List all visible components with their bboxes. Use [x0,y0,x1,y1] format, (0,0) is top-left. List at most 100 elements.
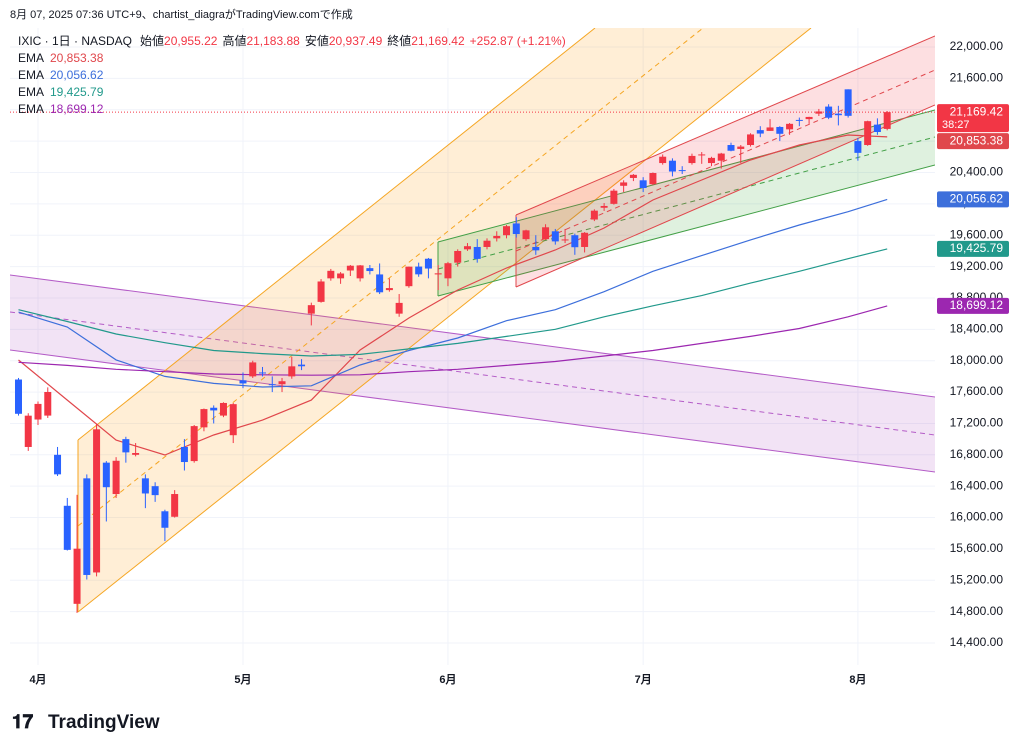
y-tick-label: 16,000.00 [950,510,1004,524]
candle-body [786,123,794,130]
channel-edge [10,274,935,398]
x-tick-label: 8月 [849,673,866,686]
candle-body [600,205,608,208]
legend-name: EMA [18,51,44,65]
candle-body [395,302,403,314]
ema-box [937,133,1009,150]
logo-mark: 𝟏𝟕 [12,712,34,733]
candle-body [610,190,618,204]
candle-body [473,246,481,259]
ema-box [937,240,1009,257]
y-tick-label: 18,000.00 [950,353,1004,367]
last-price-box [937,104,1009,133]
channel-edge [77,28,812,613]
candle-body [503,226,511,236]
candle-body [14,379,22,414]
brand: TradingView [48,712,160,733]
candle-body [151,486,159,496]
candle-body [815,111,823,114]
x-tick-label: 4月 [29,673,46,686]
candle-body [854,141,862,153]
candle-body [190,426,198,462]
candle-body [727,145,735,151]
candle-body [83,478,91,575]
caption: 8月 07, 2025 07:36 UTC+9、chartist_diagraが… [10,7,353,21]
symbol: IXIC · 1日 · NASDAQ [18,34,132,48]
ema-box-label: 20,056.62 [950,192,1004,206]
last-price-label: 21,169.42 [950,104,1004,118]
candle-body [688,155,696,164]
candle-body [93,429,101,573]
candle-body [551,231,559,242]
x-tick-label: 7月 [635,673,652,686]
candle-body [864,121,872,146]
ohlc-legend: IXIC · 1日 · NASDAQ 始値20,955.22 高値21,183.88… [18,33,566,48]
ema-line [18,305,888,376]
candle-body [659,156,667,164]
candle-body [424,258,432,269]
candle-body [122,439,130,453]
candle-body [668,160,676,172]
candle-body [307,305,315,314]
candle-body [132,453,140,455]
candle-body [678,170,686,172]
ohlc-value: 20,955.22 [164,34,218,48]
grid [10,28,935,665]
candle-body [620,182,628,186]
candle-body [717,153,725,161]
candle-body [200,409,208,428]
ohlc-value: 20,937.49 [329,34,383,48]
y-tick-label: 20,400.00 [950,165,1004,179]
ohlc-label: 安値 [305,33,329,48]
channel-edge [437,164,935,297]
ema-line [18,134,888,456]
candle-body [161,511,169,528]
candle-body [63,505,71,550]
y-tick-label: 18,400.00 [950,321,1004,335]
x-tick-label: 6月 [439,673,456,686]
y-tick-label: 15,600.00 [950,541,1004,555]
candle-body [259,372,267,374]
red-channel [516,36,935,287]
candle-body [581,232,589,247]
candle-body [766,127,774,131]
candle-body [24,415,32,447]
candle-body [795,119,803,121]
candle-body [44,391,52,416]
channel-edge [515,35,935,216]
y-tick-label: 17,200.00 [950,416,1004,430]
legend-name: EMA [18,85,44,99]
candle-body [747,134,755,146]
candle-body [649,173,657,185]
y-tick-label: 15,200.00 [950,572,1004,586]
candle-body [288,366,296,377]
ohlc: 始値20,955.22 高値21,183.88 安値20,937.49 終値21,16… [140,33,566,48]
channel-mid [10,311,935,436]
candle-body [141,478,149,494]
y-tick-label: 19,600.00 [950,227,1004,241]
candle-body [73,548,81,604]
candle-body [756,130,764,134]
candle-body [34,403,42,420]
ema-box [937,191,1009,208]
candle-body [415,266,423,275]
legend-name: EMA [18,102,44,116]
ema-box-label: 20,853.38 [950,133,1004,147]
candle-body [629,174,637,178]
candle-body [171,494,179,517]
candle-body [707,157,715,164]
candle-body [883,112,891,129]
purple-channel [10,275,935,472]
candle-body [776,126,784,134]
channel-edge [10,349,935,473]
x-tick-label: 5月 [234,673,251,686]
logo: 𝟏𝟕 TradingView [12,712,160,733]
candle-body [112,460,120,495]
candle-body [639,180,647,188]
candle-body [337,273,345,279]
candle-body [210,407,218,411]
candle-body [268,384,276,386]
channel-mid [515,69,935,252]
candle-body [805,116,813,120]
candle-body [493,235,501,239]
